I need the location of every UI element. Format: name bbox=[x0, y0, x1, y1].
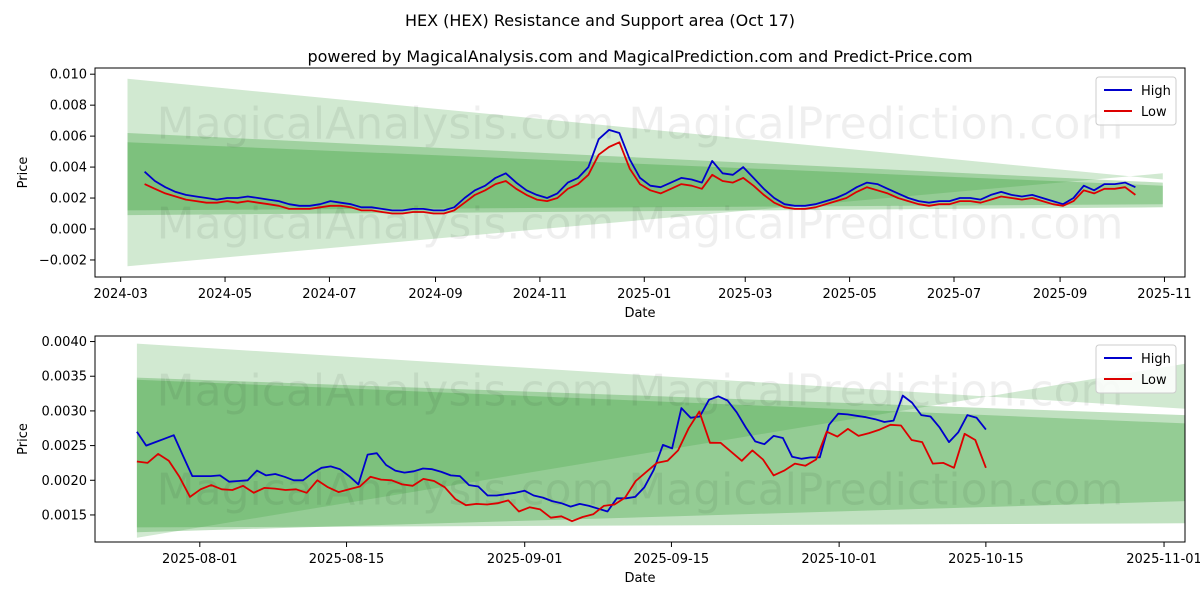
plot-frame bbox=[94, 67, 1186, 278]
y-tick-label: 0.0030 bbox=[42, 404, 88, 419]
x-tick-label: 2025-09-01 bbox=[487, 552, 563, 567]
legend-label-high: High bbox=[1141, 84, 1171, 99]
support-resistance-band-2 bbox=[127, 133, 1163, 216]
y-tick-label: 0.010 bbox=[50, 68, 87, 83]
series-line-low bbox=[136, 410, 987, 523]
chart-subtitle: powered by MagicalAnalysis.com and Magic… bbox=[307, 47, 972, 66]
x-tick-label: 2024-07 bbox=[302, 287, 356, 302]
legend-label-low: Low bbox=[1141, 373, 1167, 388]
watermark-group: MagicalAnalysis.com MagicalPrediction.co… bbox=[157, 366, 1124, 516]
y-tick-label: −0.002 bbox=[39, 253, 87, 268]
y-tick-label: 0.0020 bbox=[42, 474, 88, 489]
x-tick-label: 2025-11 bbox=[1137, 287, 1191, 302]
x-tick-label: 2025-08-01 bbox=[162, 552, 238, 567]
support-resistance-band-3 bbox=[136, 379, 1185, 528]
y-axis-label: Price bbox=[16, 423, 31, 455]
band-group bbox=[136, 343, 1185, 538]
x-axis-label: Date bbox=[624, 571, 655, 586]
plot-frame bbox=[94, 335, 1186, 543]
y-tick-label: 0.008 bbox=[50, 99, 87, 114]
x-tick-label: 2024-03 bbox=[94, 287, 148, 302]
x-tick-label: 2025-05 bbox=[822, 287, 876, 302]
chart-title: HEX (HEX) Resistance and Support area (O… bbox=[405, 11, 795, 30]
series-group bbox=[143, 129, 1136, 215]
y-tick-label: 0.0035 bbox=[42, 370, 88, 385]
series-group bbox=[136, 394, 987, 523]
y-tick-label: 0.002 bbox=[50, 192, 87, 207]
x-tick-label: 2024-11 bbox=[513, 287, 567, 302]
series-line-high bbox=[136, 394, 987, 513]
y-axis-label: Price bbox=[16, 157, 31, 189]
watermark-1: MagicalAnalysis.com MagicalPrediction.co… bbox=[157, 98, 1124, 149]
x-tick-label: 2025-11-01 bbox=[1126, 552, 1200, 567]
legend-label-low: Low bbox=[1141, 105, 1167, 120]
x-tick-label: 2025-08-15 bbox=[309, 552, 385, 567]
x-axis-label: Date bbox=[624, 306, 655, 321]
bottom-chart-panel: MagicalAnalysis.com MagicalPrediction.co… bbox=[16, 335, 1200, 586]
legend: High Low bbox=[1095, 344, 1177, 394]
band-group bbox=[127, 78, 1163, 267]
top-chart-panel: MagicalAnalysis.com MagicalPrediction.co… bbox=[16, 67, 1192, 321]
support-resistance-band-1 bbox=[136, 343, 1185, 538]
support-resistance-band-1 bbox=[127, 78, 1163, 267]
watermark-1: MagicalAnalysis.com MagicalPrediction.co… bbox=[157, 366, 1124, 417]
legend-label-high: High bbox=[1141, 352, 1171, 367]
y-tick-label: 0.004 bbox=[50, 161, 87, 176]
y-tick-label: 0.0015 bbox=[42, 508, 88, 523]
watermark-group: MagicalAnalysis.com MagicalPrediction.co… bbox=[157, 98, 1124, 249]
x-tick-label: 2025-10-15 bbox=[948, 552, 1024, 567]
y-tick-label: 0.0040 bbox=[42, 335, 88, 350]
series-line-high bbox=[143, 129, 1136, 212]
support-resistance-band-3 bbox=[127, 142, 1163, 211]
x-tick-label: 2024-05 bbox=[198, 287, 252, 302]
x-tick-label: 2024-09 bbox=[408, 287, 462, 302]
x-tick-label: 2025-09 bbox=[1033, 287, 1087, 302]
y-tick-label: 0.000 bbox=[50, 223, 87, 238]
y-tick-label: 0.006 bbox=[50, 130, 87, 145]
x-tick-label: 2025-01 bbox=[617, 287, 671, 302]
support-resistance-band-2 bbox=[136, 377, 1185, 533]
x-tick-label: 2025-03 bbox=[718, 287, 772, 302]
watermark-2: MagicalAnalysis.com MagicalPrediction.co… bbox=[157, 464, 1124, 515]
x-tick-label: 2025-09-15 bbox=[634, 552, 710, 567]
legend: High Low bbox=[1095, 76, 1177, 126]
x-tick-label: 2025-10-01 bbox=[801, 552, 877, 567]
series-line-low bbox=[144, 141, 1136, 215]
x-tick-label: 2025-07 bbox=[927, 287, 981, 302]
y-tick-label: 0.0025 bbox=[42, 439, 88, 454]
